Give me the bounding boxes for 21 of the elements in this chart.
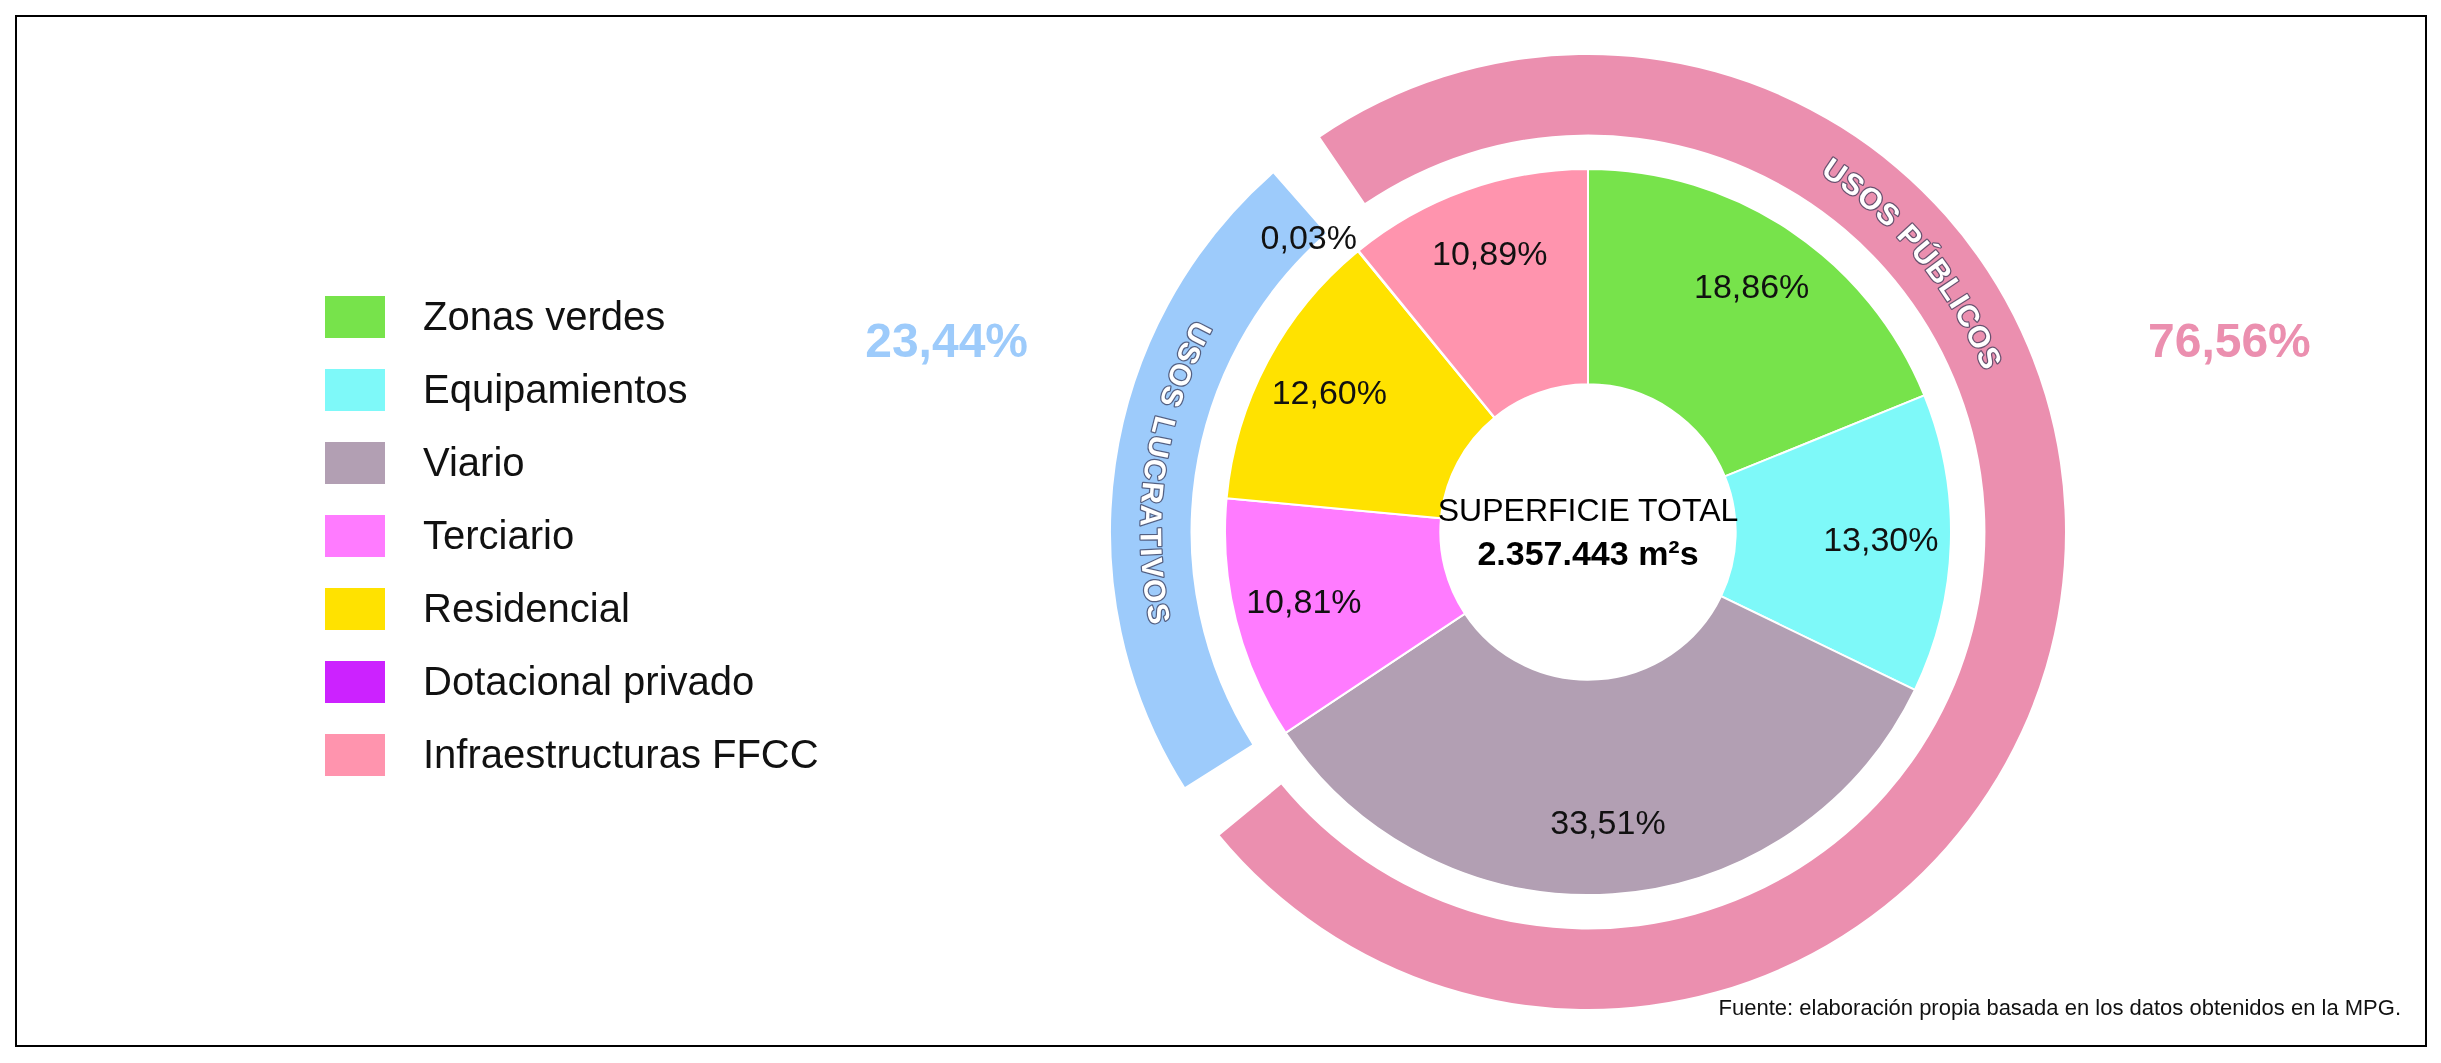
legend-label: Viario — [423, 440, 525, 485]
data-label: 13,30% — [1823, 519, 1939, 558]
data-label: 76,56% — [2148, 313, 2311, 367]
text: 2.357.443 m²s — [1477, 534, 1699, 573]
data-label: 10,81% — [1246, 581, 1362, 620]
data-label: 0,03% — [1260, 217, 1357, 256]
text: SUPERFICIE TOTAL — [1437, 491, 1739, 528]
legend-label: Terciario — [423, 513, 575, 558]
data-label: 33,51% — [1550, 802, 1666, 841]
data-label: 23,44% — [865, 313, 1028, 367]
source-note: Fuente: elaboración propia basada en los datos obtenidos en la MPG. — [1718, 995, 2401, 1021]
legend-label: Dotacional privado — [423, 659, 755, 704]
legend-label: Zonas verdes — [423, 294, 666, 339]
legend-label: Residencial — [423, 586, 630, 631]
category-label: USOS LUCRATIVOS — [1134, 316, 1219, 627]
data-label: 18,86% — [1693, 267, 1810, 306]
data-label: 12,60% — [1271, 372, 1387, 411]
legend-label: Infraestructuras FFCC — [423, 732, 819, 777]
legend-label: Equipamientos — [423, 367, 688, 412]
category-label: USOS PÚBLICOS — [1816, 151, 2009, 374]
data-label: 10,89% — [1432, 234, 1548, 273]
